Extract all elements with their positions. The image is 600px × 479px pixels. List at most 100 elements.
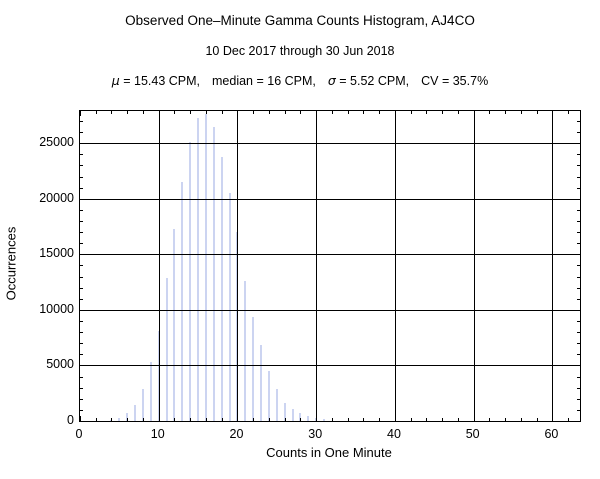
mu-symbol: μ bbox=[111, 73, 120, 88]
axis-tick bbox=[426, 418, 428, 421]
y-tick-label: 10000 bbox=[39, 301, 74, 316]
axis-tick bbox=[80, 421, 85, 422]
axis-tick bbox=[363, 111, 365, 114]
axis-tick bbox=[577, 354, 580, 356]
chart-subtitle: 10 Dec 2017 through 30 Jun 2018 bbox=[205, 44, 395, 58]
axis-tick bbox=[316, 416, 318, 421]
axis-tick bbox=[410, 418, 412, 421]
x-tick-label: 60 bbox=[544, 427, 559, 441]
axis-tick bbox=[174, 111, 176, 114]
horizontal-gridline bbox=[80, 309, 580, 311]
horizontal-gridline bbox=[80, 254, 580, 256]
axis-tick bbox=[505, 418, 507, 421]
vertical-gridline bbox=[394, 111, 396, 421]
histogram-bar bbox=[220, 156, 223, 421]
axis-tick bbox=[80, 187, 83, 189]
histogram-bar bbox=[197, 117, 200, 421]
axis-tick bbox=[457, 111, 459, 114]
axis-tick bbox=[80, 416, 81, 421]
axis-tick bbox=[575, 254, 580, 256]
axis-tick bbox=[577, 154, 580, 156]
axis-tick bbox=[80, 254, 85, 256]
y-tick-label: 0 bbox=[67, 413, 74, 427]
axis-tick bbox=[520, 111, 522, 114]
y-tick-label: 5000 bbox=[46, 357, 74, 372]
histogram-bar bbox=[252, 316, 255, 421]
axis-tick bbox=[80, 176, 83, 178]
axis-tick bbox=[80, 287, 83, 289]
axis-tick bbox=[268, 111, 270, 114]
axis-tick bbox=[205, 418, 207, 421]
y-tick-label: 15000 bbox=[39, 246, 74, 261]
axis-tick bbox=[347, 111, 349, 114]
chart-stats-line: μ = 15.43 CPM, median = 16 CPM, σ = 5.52 C… bbox=[0, 73, 600, 88]
histogram-bar bbox=[283, 402, 286, 421]
axis-tick bbox=[80, 398, 83, 400]
axis-tick bbox=[379, 111, 381, 114]
axis-tick bbox=[577, 176, 580, 178]
axis-tick bbox=[379, 418, 381, 421]
axis-tick bbox=[253, 111, 255, 114]
axis-tick bbox=[426, 111, 428, 114]
histogram-bar bbox=[118, 418, 121, 421]
axis-tick bbox=[577, 332, 580, 334]
axis-tick bbox=[80, 154, 83, 156]
histogram-bar bbox=[307, 416, 310, 421]
histogram-bar bbox=[244, 281, 247, 421]
histogram-bar bbox=[291, 409, 294, 421]
axis-tick bbox=[127, 418, 129, 421]
axis-tick bbox=[331, 418, 333, 421]
axis-tick bbox=[577, 343, 580, 345]
axis-tick bbox=[577, 398, 580, 400]
axis-tick bbox=[363, 418, 365, 421]
axis-tick bbox=[158, 111, 160, 116]
axis-tick bbox=[575, 421, 580, 422]
axis-tick bbox=[575, 143, 580, 145]
x-tick-label: 40 bbox=[387, 427, 401, 441]
axis-tick bbox=[80, 343, 83, 345]
axis-tick bbox=[394, 416, 396, 421]
vertical-gridline bbox=[552, 111, 554, 421]
x-axis-label: Counts in One Minute bbox=[266, 445, 392, 460]
y-tick-label: 20000 bbox=[39, 190, 74, 205]
axis-tick bbox=[221, 111, 223, 114]
axis-tick bbox=[489, 111, 491, 114]
axis-tick bbox=[80, 111, 81, 116]
horizontal-gridline bbox=[80, 198, 580, 200]
axis-tick bbox=[253, 418, 255, 421]
histogram-bar bbox=[323, 419, 326, 421]
axis-tick bbox=[577, 409, 580, 411]
axis-tick bbox=[577, 132, 580, 134]
axis-tick bbox=[80, 143, 85, 145]
axis-tick bbox=[331, 111, 333, 114]
axis-tick bbox=[80, 409, 83, 411]
axis-tick bbox=[300, 418, 302, 421]
axis-tick bbox=[80, 387, 83, 389]
gridlines-layer bbox=[80, 111, 580, 421]
axis-tick bbox=[80, 276, 83, 278]
axis-tick bbox=[316, 111, 318, 116]
vertical-gridline bbox=[316, 111, 318, 421]
axis-tick bbox=[284, 111, 286, 114]
sigma-value: = 5.52 CPM, bbox=[335, 74, 410, 88]
axis-tick bbox=[577, 287, 580, 289]
histogram-bar bbox=[173, 229, 176, 421]
vertical-gridline bbox=[237, 111, 239, 421]
axis-tick bbox=[300, 111, 302, 114]
histogram-bar bbox=[189, 142, 192, 421]
chart-title: Observed One–Minute Gamma Counts Histogr… bbox=[125, 13, 475, 28]
histogram-bar bbox=[126, 412, 129, 421]
axis-tick bbox=[80, 265, 83, 267]
axis-tick bbox=[536, 418, 538, 421]
axis-tick bbox=[80, 376, 83, 378]
vertical-gridline bbox=[158, 111, 160, 421]
axis-tick bbox=[552, 416, 554, 421]
axis-tick bbox=[410, 111, 412, 114]
axis-tick bbox=[142, 418, 144, 421]
vertical-gridline bbox=[473, 111, 475, 421]
axis-tick bbox=[394, 111, 396, 116]
axis-tick bbox=[111, 111, 113, 114]
axis-tick bbox=[80, 165, 83, 167]
mu-value: = 15.43 CPM, bbox=[119, 74, 200, 88]
